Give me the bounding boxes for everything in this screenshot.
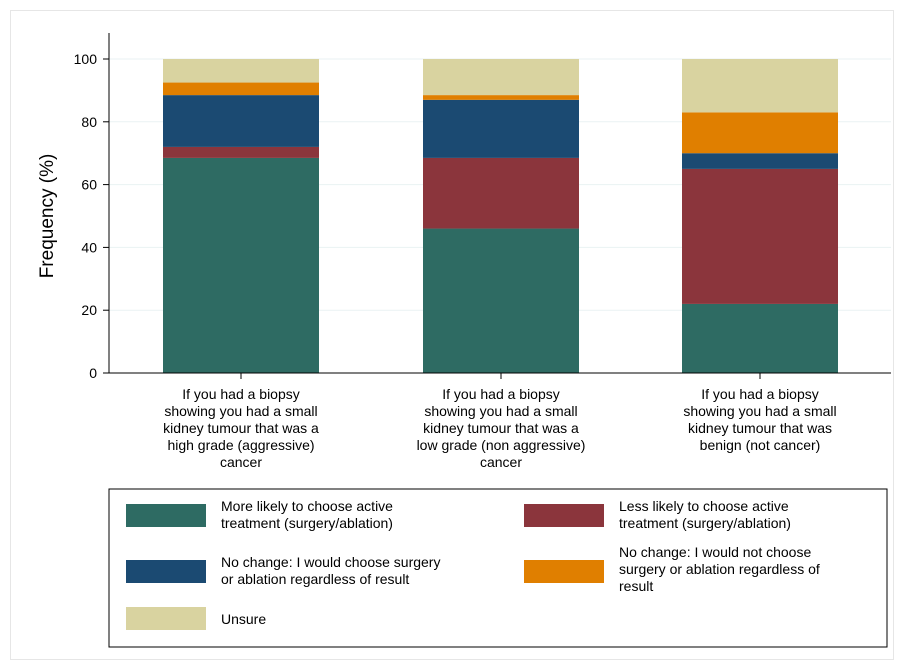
bar-segment [682, 303, 838, 373]
bar-segment [682, 168, 838, 304]
bar-segment [423, 99, 579, 158]
legend: More likely to choose active treatment (s… [108, 488, 888, 648]
bar-segment [423, 228, 579, 373]
stacked-bar-chart: 0 20 40 60 80 100 If you had a biopsy showing y… [37, 33, 891, 648]
legend-swatch [126, 560, 206, 583]
y-tick-label: 60 [81, 177, 97, 193]
legend-swatch [126, 504, 206, 527]
legend-box [108, 488, 888, 648]
legend-swatch [524, 560, 604, 583]
legend-label: More likely to choose active treatment (s… [221, 498, 393, 531]
chart-frame: 0 20 40 60 80 100 If you had a biopsy showing y… [10, 10, 894, 660]
bar-segment [423, 157, 579, 229]
bar-segment [163, 146, 319, 158]
legend-label: Less likely to choose active treatment (s… [619, 498, 791, 531]
legend-label: Unsure [221, 611, 266, 627]
bar-segment [423, 59, 579, 96]
legend-label: No change: I would not choose surgery or … [619, 544, 820, 594]
legend-swatch [126, 607, 206, 630]
bar-segment [682, 112, 838, 154]
bars [163, 59, 838, 373]
y-tick-label: 80 [81, 114, 97, 130]
bar-segment [163, 95, 319, 147]
x-tick-label: If you had a biopsy showing you had a sma… [417, 386, 586, 470]
bar-segment [163, 59, 319, 83]
bar-segment [682, 153, 838, 169]
y-tick-label: 0 [89, 365, 97, 381]
bar-segment [423, 95, 579, 100]
bar-segment [682, 59, 838, 113]
y-axis-label: Frequency (%) [37, 154, 58, 279]
x-tick-label: If you had a biopsy showing you had a sma… [683, 386, 836, 453]
x-tick-label: If you had a biopsy showing you had a sma… [163, 386, 319, 470]
bar-segment [163, 82, 319, 96]
y-tick-label: 40 [81, 239, 97, 255]
legend-swatch [524, 504, 604, 527]
axes: 0 20 40 60 80 100 If you had a biopsy showing y… [74, 33, 891, 470]
legend-label: No change: I would choose surgery or abla… [221, 554, 440, 587]
y-tick-label: 20 [81, 302, 97, 318]
y-tick-label: 100 [74, 51, 98, 67]
bar-segment [163, 157, 319, 373]
